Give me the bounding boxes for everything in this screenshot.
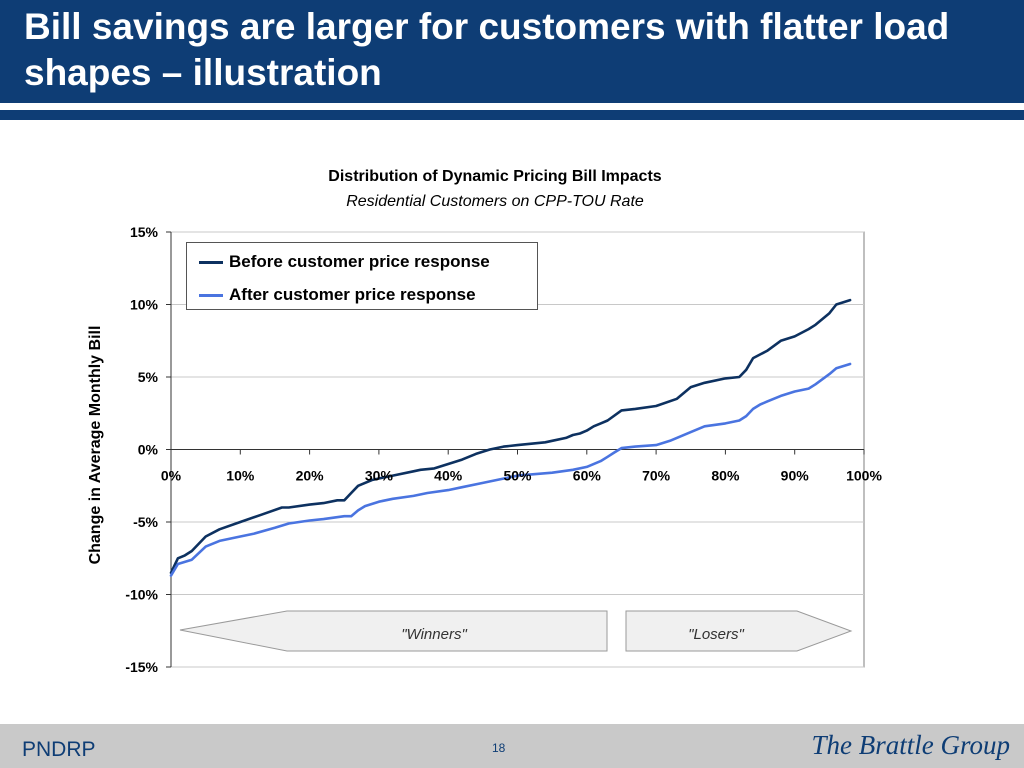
x-tick-label: 60% [573, 468, 602, 484]
x-tick-label: 40% [434, 468, 463, 484]
losers-label: "Losers" [688, 626, 744, 643]
chart-subtitle: Residential Customers on CPP-TOU Rate [346, 193, 644, 210]
after-series-line [169, 362, 852, 577]
legend-label-after: After customer price response [229, 285, 476, 304]
winners-label: "Winners" [401, 626, 467, 643]
before-series-line [169, 298, 852, 575]
header-divider-white [0, 103, 1024, 110]
x-tick-label: 30% [365, 468, 394, 484]
legend-item-after: After customer price response [199, 284, 476, 306]
x-tick-label: 80% [711, 468, 740, 484]
y-tick-label: -10% [125, 587, 158, 603]
footer-project-label: PNDRP [22, 738, 96, 761]
chart-title: Distribution of Dynamic Pricing Bill Imp… [328, 168, 662, 185]
legend-item-before: Before customer price response [199, 251, 490, 273]
y-tick-label: 0% [138, 442, 159, 458]
slide-title: Bill savings are larger for customers wi… [24, 6, 950, 93]
x-tick-label: 100% [846, 468, 882, 484]
legend: Before customer price response After cus… [186, 242, 538, 310]
legend-swatch-after [199, 293, 223, 297]
x-tick-label: 90% [781, 468, 810, 484]
y-tick-label: -5% [133, 514, 158, 530]
brattle-logo: The Brattle Group [811, 730, 1011, 760]
y-tick-label: 10% [130, 297, 159, 313]
legend-label-before: Before customer price response [229, 252, 490, 271]
header-bar: Bill savings are larger for customers wi… [0, 0, 1024, 103]
legend-swatch-before [199, 260, 223, 264]
y-tick-label: -15% [125, 659, 158, 675]
winners-arrow [179, 610, 608, 652]
x-tick-label: 70% [642, 468, 671, 484]
x-tick-label: 50% [503, 468, 532, 484]
x-tick-label: 0% [161, 468, 182, 484]
page-number: 18 [492, 741, 506, 755]
header-divider-blue [0, 110, 1024, 120]
footer-bar: PNDRP 18 The Brattle Group [0, 724, 1024, 768]
y-tick-label: 15% [130, 224, 159, 240]
x-tick-label: 20% [296, 468, 325, 484]
losers-arrow [625, 610, 853, 652]
y-tick-label: 5% [138, 369, 159, 385]
x-tick-label: 10% [226, 468, 255, 484]
